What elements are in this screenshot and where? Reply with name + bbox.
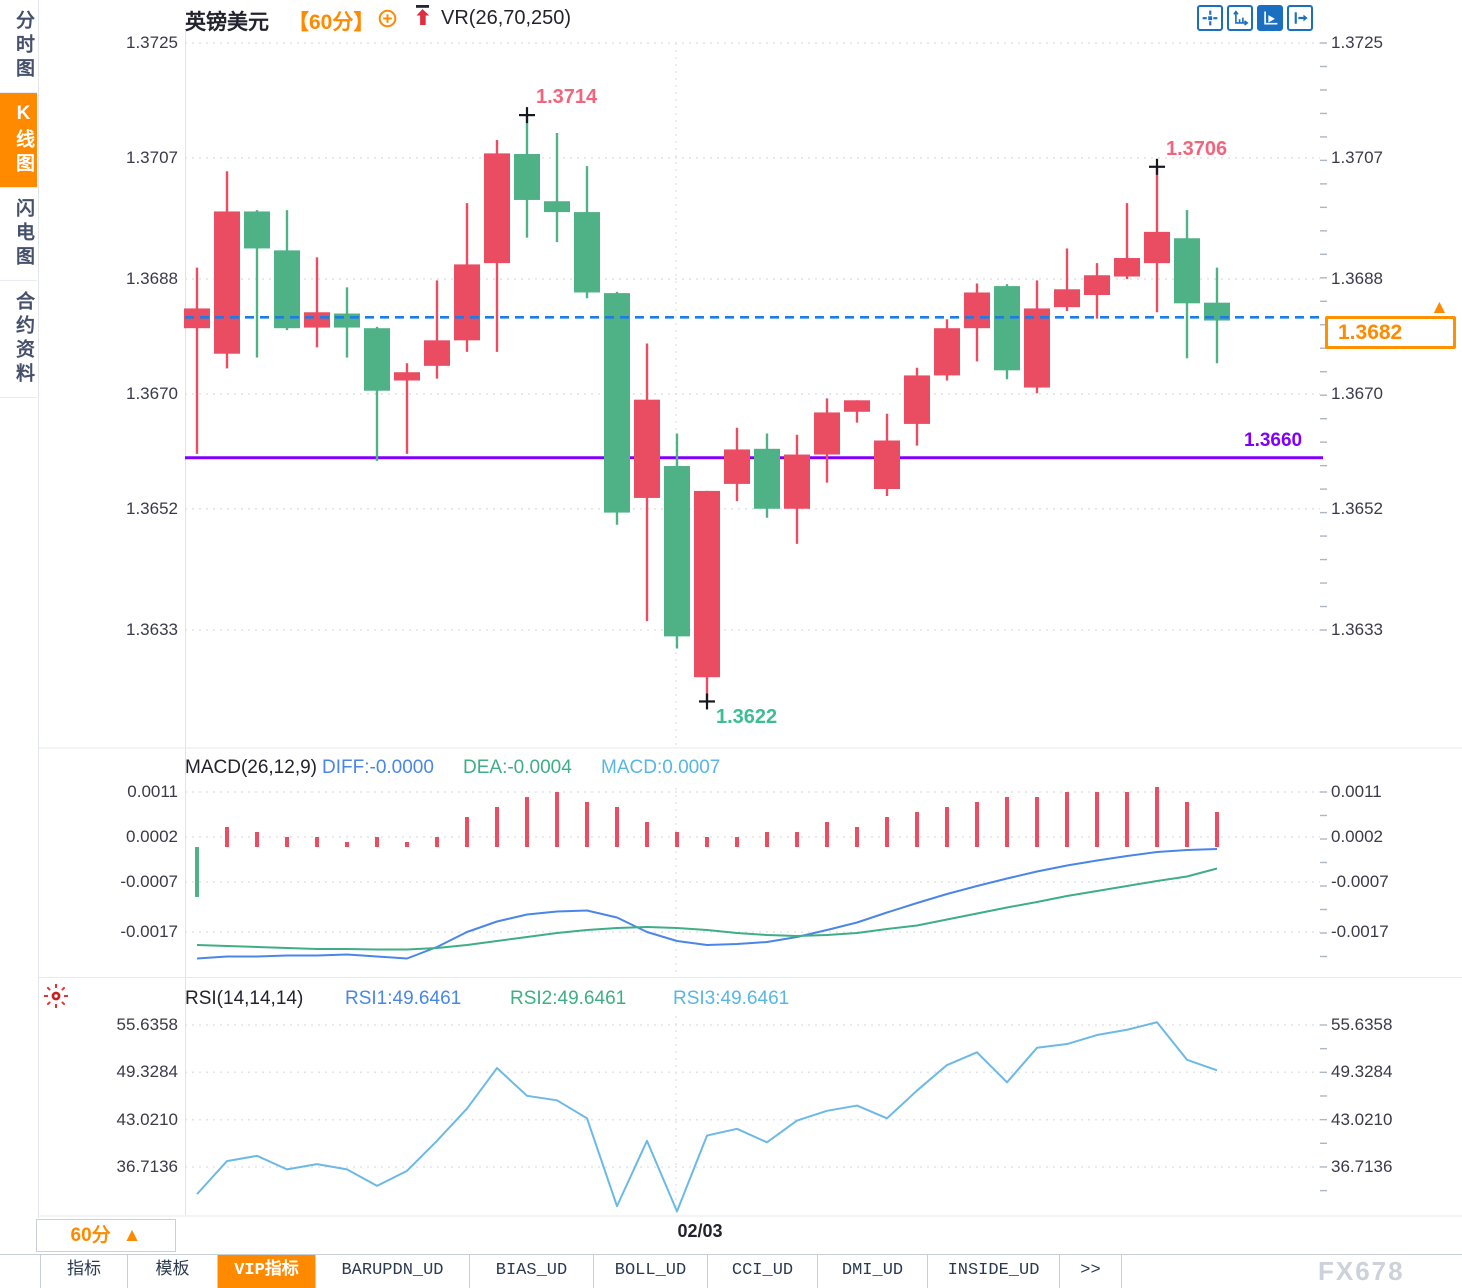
timeframe-up-triangle-icon: ▲ bbox=[122, 1225, 142, 1246]
axis-tick-label: 0.0002 bbox=[126, 827, 178, 846]
axis-tick-label: -0.0017 bbox=[1331, 922, 1389, 941]
sidebar-item-kline-chart[interactable]: K线图 bbox=[0, 93, 37, 188]
symbol-title: 英镑美元 bbox=[185, 11, 269, 34]
timeframe-button[interactable]: 60分 ▲ bbox=[36, 1219, 176, 1252]
axis-tick-label: 1.3725 bbox=[1331, 33, 1383, 52]
macd-diff-value: DIFF:-0.0000 bbox=[322, 757, 434, 778]
axis-tick-label: 1.3688 bbox=[1331, 269, 1383, 289]
axis-tick-label: 55.6358 bbox=[116, 1015, 178, 1034]
macd-dea-value: DEA:-0.0004 bbox=[463, 757, 572, 778]
axis-tick-label: 49.3284 bbox=[1331, 1062, 1393, 1082]
watermark: FX678 bbox=[1318, 1256, 1405, 1286]
sidebar-item-lightning-chart[interactable]: 闪电图 bbox=[0, 188, 37, 281]
axis-tick-label: 1.3725 bbox=[126, 33, 178, 52]
axis-tick-label: 1.3707 bbox=[1331, 147, 1383, 167]
trend-up-arrow-icon bbox=[412, 3, 434, 34]
price-annotation: 1.3714 bbox=[536, 86, 598, 109]
axis-tick-label: 49.3284 bbox=[116, 1062, 178, 1082]
axis-tick-label: -0.0007 bbox=[120, 872, 178, 891]
sidebar: 分时图 K线图 闪电图 合约资料 bbox=[0, 0, 39, 1218]
price-annotation: 1.3622 bbox=[716, 706, 778, 729]
tab-inside-ud[interactable]: INSIDE_UD bbox=[928, 1255, 1060, 1288]
axis-tick-label: 1.3707 bbox=[126, 147, 178, 167]
tab-more[interactable]: >> bbox=[1060, 1255, 1122, 1288]
timeframe-label[interactable]: 【60分】 bbox=[288, 11, 375, 34]
macd-value: MACD:0.0007 bbox=[601, 757, 721, 778]
timeframe-button-label: 60分 bbox=[70, 1225, 111, 1246]
axis-tick-label: 1.3633 bbox=[126, 619, 178, 639]
tab-boll-ud[interactable]: BOLL_UD bbox=[594, 1255, 708, 1288]
axis-tick-label: 43.0210 bbox=[116, 1109, 178, 1129]
tab-bias-ud[interactable]: BIAS_UD bbox=[470, 1255, 594, 1288]
axis-range-icon[interactable] bbox=[1227, 5, 1253, 31]
axis-tick-label: 36.7136 bbox=[1331, 1156, 1393, 1176]
indicator-tab-bar: 指标 模板 VIP指标 BARUPDN_UD BIAS_UD BOLL_UD CCI_UD D… bbox=[0, 1254, 1462, 1288]
live-indicator-icon[interactable] bbox=[42, 982, 70, 1015]
axis-tick-label: 55.6358 bbox=[1331, 1015, 1393, 1034]
axis-tick-label: 1.3652 bbox=[126, 498, 178, 518]
rsi2-value: RSI2:49.6461 bbox=[510, 988, 627, 1009]
current-price-value: 1.3682 bbox=[1338, 321, 1403, 345]
rsi1-value: RSI1:49.6461 bbox=[345, 988, 462, 1009]
add-indicator-icon[interactable] bbox=[378, 9, 397, 33]
price-up-triangle-icon: ▲ bbox=[1430, 297, 1449, 319]
axis-tick-label: 1.3670 bbox=[126, 383, 178, 403]
axis-tick-label: 1.3688 bbox=[126, 269, 178, 289]
axis-tick-label: 0.0011 bbox=[127, 782, 178, 801]
axis-tick-label: 1.3652 bbox=[1331, 498, 1383, 518]
axis-tick-label: 1.3633 bbox=[1331, 619, 1383, 639]
tab-dmi-ud[interactable]: DMI_UD bbox=[818, 1255, 928, 1288]
tab-barupdn-ud[interactable]: BARUPDN_UD bbox=[316, 1255, 470, 1288]
axis-tick-label: 0.0002 bbox=[1331, 827, 1383, 846]
tab-vip-indicators[interactable]: VIP指标 bbox=[218, 1255, 316, 1288]
x-axis-date-label: 02/03 bbox=[677, 1221, 723, 1241]
current-price-tag: 1.3682 bbox=[1325, 316, 1456, 350]
axis-tick-label: 43.0210 bbox=[1331, 1109, 1393, 1129]
rsi-title: RSI(14,14,14) bbox=[185, 988, 304, 1009]
macd-title: MACD(26,12,9) bbox=[185, 757, 317, 778]
rsi3-value: RSI3:49.6461 bbox=[673, 988, 790, 1009]
tab-templates[interactable]: 模板 bbox=[128, 1255, 218, 1288]
tab-cci-ud[interactable]: CCI_UD bbox=[708, 1255, 818, 1288]
axis-tick-label: 0.0011 bbox=[1331, 782, 1382, 801]
overlay-indicator-label: VR(26,70,250) bbox=[441, 7, 572, 29]
tab-indicators[interactable]: 指标 bbox=[40, 1255, 128, 1288]
sidebar-item-intraday-chart[interactable]: 分时图 bbox=[0, 0, 37, 93]
axis-tick-label: -0.0017 bbox=[120, 922, 178, 941]
sidebar-item-contract-info[interactable]: 合约资料 bbox=[0, 281, 37, 398]
axis-tick-label: 36.7136 bbox=[116, 1156, 178, 1176]
support-line-label: 1.3660 bbox=[1244, 430, 1303, 451]
axis-tick-label: 1.3670 bbox=[1331, 383, 1383, 403]
price-annotation: 1.3706 bbox=[1166, 137, 1228, 160]
crosshair-icon[interactable] bbox=[1197, 5, 1223, 31]
axis-tick-label: -0.0007 bbox=[1331, 872, 1389, 891]
pan-right-icon[interactable] bbox=[1287, 5, 1313, 31]
axis-play-icon[interactable] bbox=[1257, 5, 1283, 31]
